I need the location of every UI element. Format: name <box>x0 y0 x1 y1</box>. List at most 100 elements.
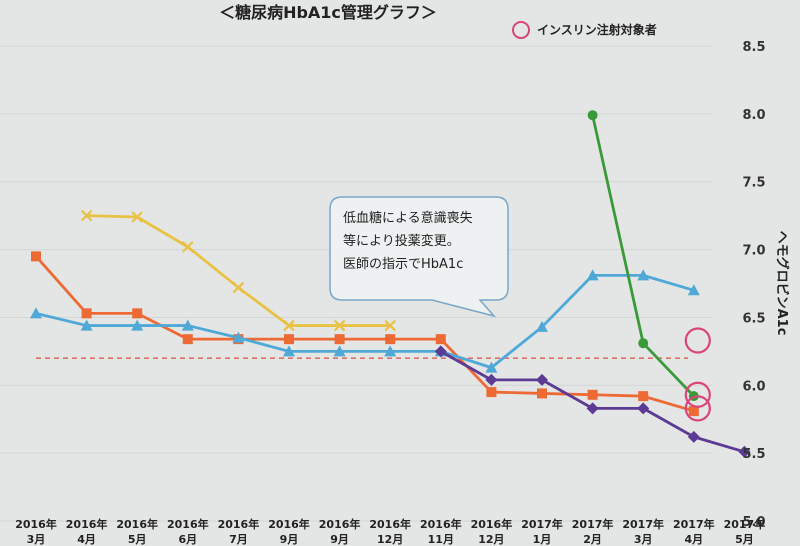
series-0-point <box>486 387 497 398</box>
legend: インスリン注射対象者 <box>512 21 657 39</box>
y-tick-label: 5.5 <box>742 447 765 462</box>
series-layer <box>30 110 751 458</box>
series-3-point <box>536 373 548 386</box>
series-4-point <box>587 110 598 121</box>
series-0-point <box>284 334 294 345</box>
legend-label: インスリン注射対象者 <box>537 22 657 37</box>
x-tick-month: 7月 <box>229 533 248 546</box>
x-tick-month: 2月 <box>583 533 602 546</box>
x-tick-month: 11月 <box>428 533 454 546</box>
series-3-point <box>485 373 498 386</box>
insulin-marker-layer <box>684 327 711 422</box>
series-3-point <box>637 402 650 415</box>
x-tick-month: 12月 <box>478 533 504 546</box>
y-tick-label: 6.5 <box>742 311 765 326</box>
insulin-target-circle <box>684 381 711 408</box>
series-2-point <box>80 209 93 222</box>
series-2-point <box>384 319 396 332</box>
series-1-point <box>333 345 346 357</box>
x-tick-year: 2017年 <box>673 517 715 531</box>
x-tick-year: 2016年 <box>420 517 462 531</box>
annotation-callout: 低血糖による意識喪失 等により投薬変更。 医師の指示でHbA1c <box>329 196 509 318</box>
x-tick-year: 2017年 <box>724 517 766 531</box>
x-tick-month: 12月 <box>377 533 403 546</box>
series-1-point <box>131 319 144 331</box>
series-0-point <box>132 308 143 319</box>
series-1-point <box>687 284 700 296</box>
series-3-point <box>586 402 599 415</box>
series-4 <box>587 110 699 402</box>
y-axis-label: ヘモグロビンA1c <box>774 231 790 336</box>
y-tick-label: 8.5 <box>742 40 765 55</box>
series-1-point <box>80 319 93 331</box>
series-0-point <box>31 251 41 262</box>
x-tick-month: 3月 <box>27 533 46 546</box>
series-2-point <box>232 281 245 294</box>
series-0-line <box>34 255 695 413</box>
x-tick-year: 2016年 <box>66 517 108 531</box>
x-tick-year: 2017年 <box>572 517 614 531</box>
series-1-line <box>35 273 695 370</box>
x-tick-year: 2017年 <box>521 517 563 531</box>
series-1-point <box>485 361 498 373</box>
y-tick-label: 7.0 <box>742 244 765 259</box>
series-0-point <box>334 334 345 345</box>
x-tick-month: 5月 <box>735 533 754 546</box>
x-tick-month: 4月 <box>684 533 703 546</box>
x-tick-month: 6月 <box>178 533 197 546</box>
annotation-line-3: 医師の指示でHbA1c <box>343 257 463 272</box>
series-1-point <box>283 345 295 357</box>
annotation-line-1: 低血糖による意識喪失 <box>343 210 473 226</box>
series-0-point <box>587 389 598 400</box>
series-2-point <box>283 319 295 332</box>
series-3-point <box>687 430 700 443</box>
y-axis-ticks: 5.0 5.5 6.0 6.5 7.0 7.5 8.0 8.5 <box>742 40 765 530</box>
series-1-point <box>536 320 548 332</box>
y-tick-label: 8.0 <box>742 108 765 123</box>
x-axis-ticks: 2016年 3月 2016年 4月 2016年 5月 2016年 6月 2016年 7月 2016年… <box>15 517 765 546</box>
series-0-point <box>435 334 446 345</box>
series-1-point <box>30 307 42 319</box>
series-2-point <box>182 241 194 253</box>
callout-bubble <box>329 196 509 318</box>
x-tick-year: 2017年 <box>622 517 664 531</box>
x-tick-month: 9月 <box>330 533 349 546</box>
x-tick-month: 1月 <box>533 533 552 546</box>
series-4-point <box>638 338 649 349</box>
x-tick-year: 2016年 <box>167 517 209 531</box>
y-tick-label: 6.0 <box>742 379 765 394</box>
x-tick-year: 2016年 <box>218 517 260 531</box>
series-2 <box>80 209 396 332</box>
series-3-point <box>434 345 447 358</box>
series-1-point <box>232 331 245 343</box>
series-1-point <box>384 345 397 357</box>
series-0-point <box>537 388 547 399</box>
x-tick-year: 2016年 <box>319 517 361 531</box>
insulin-target-circle <box>684 327 711 354</box>
legend-insulin-circle-icon <box>512 21 530 39</box>
series-0 <box>31 251 699 417</box>
series-0-point <box>182 334 193 345</box>
series-3-point <box>738 445 751 458</box>
y-tick-label: 7.5 <box>742 176 765 191</box>
series-2-point <box>131 211 143 223</box>
x-tick-month: 4月 <box>77 533 96 546</box>
x-tick-year: 2016年 <box>268 517 310 531</box>
series-1-point <box>181 319 194 331</box>
x-tick-month: 3月 <box>634 533 653 546</box>
x-tick-year: 2016年 <box>369 517 411 531</box>
x-tick-month: 5月 <box>128 533 147 546</box>
series-0-point <box>385 334 396 345</box>
series-2-point <box>333 319 346 332</box>
series-0-point <box>81 308 92 319</box>
series-1-point <box>586 269 599 281</box>
insulin-target-circle <box>684 395 711 422</box>
chart-title: ＜糖尿病HbA1c管理グラフ＞ <box>219 3 437 22</box>
x-tick-year: 2016年 <box>116 517 158 531</box>
series-0-point <box>638 391 649 402</box>
x-tick-year: 2016年 <box>15 517 57 531</box>
x-tick-month: 9月 <box>280 533 299 546</box>
series-0-point <box>688 406 699 417</box>
